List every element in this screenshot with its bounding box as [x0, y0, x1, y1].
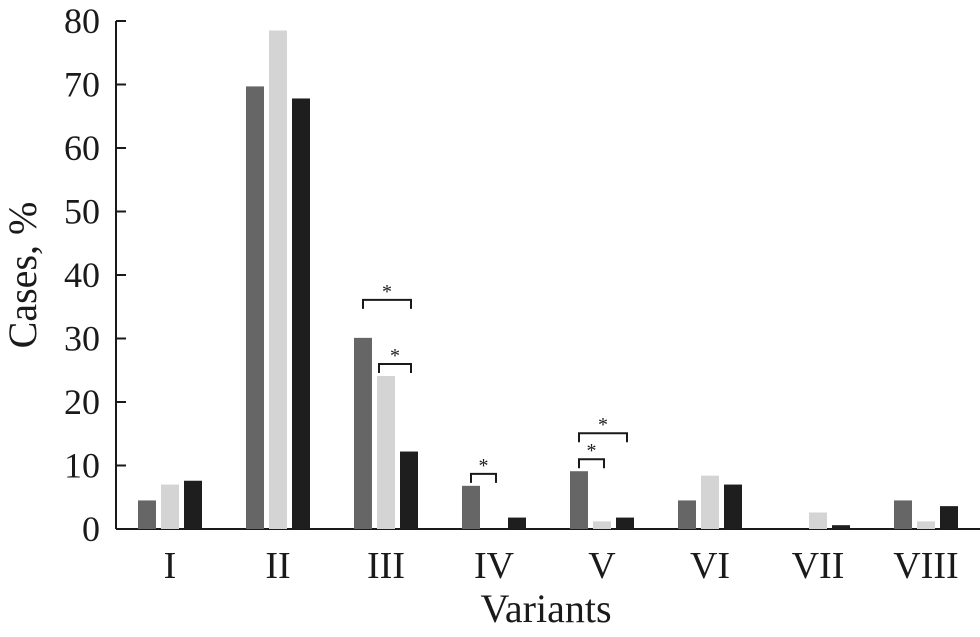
bracket-line [378, 362, 412, 373]
significance-brackets: ***** [362, 281, 628, 483]
bar [462, 485, 480, 529]
bar [917, 521, 935, 529]
bar [894, 500, 912, 529]
bar [940, 506, 958, 529]
bar [570, 471, 588, 529]
bar [724, 484, 742, 529]
significance-star: * [479, 455, 489, 477]
significance-star: * [390, 345, 400, 367]
y-tick-label: 40 [64, 255, 100, 295]
significance-bracket: * [578, 414, 628, 443]
bar [292, 98, 310, 529]
x-tick-label: V [588, 545, 616, 587]
bar [354, 337, 372, 529]
x-tick-label: III [367, 545, 405, 587]
bar [377, 375, 395, 529]
bar [701, 475, 719, 529]
bracket-line [578, 432, 628, 443]
bar [161, 484, 179, 529]
bar [593, 521, 611, 529]
x-tick-label: IV [474, 545, 515, 587]
y-axis-title: Cases, % [0, 202, 45, 349]
bar [400, 451, 418, 529]
y-tick-label: 30 [64, 319, 100, 359]
bar [269, 30, 287, 530]
bracket-line [578, 458, 605, 469]
bar [184, 480, 202, 529]
y-tick-label: 20 [64, 382, 100, 422]
bracket-line [470, 472, 497, 483]
y-tick-label: 10 [64, 446, 100, 486]
significance-star: * [587, 440, 597, 462]
bar [809, 512, 827, 529]
significance-star: * [598, 414, 608, 436]
y-axis: 0 10 20 30 40 50 60 70 80 [64, 1, 126, 549]
significance-star: * [382, 281, 392, 303]
significance-bracket: * [362, 281, 412, 309]
bar [616, 517, 634, 529]
y-tick-label: 0 [82, 509, 100, 549]
y-tick-label: 50 [64, 192, 100, 232]
significance-bracket: * [378, 345, 412, 373]
bars [138, 30, 958, 530]
x-tick-label: VI [690, 545, 730, 587]
x-axis-title: Variants [480, 586, 611, 631]
x-tick-label: I [164, 545, 177, 587]
bar [246, 86, 264, 529]
significance-bracket: * [470, 455, 497, 483]
x-tick-label: VII [792, 545, 845, 587]
x-tick-label: VIII [893, 545, 958, 587]
y-tick-label: 60 [64, 128, 100, 168]
bar [508, 517, 526, 529]
bar [832, 525, 850, 529]
bar [138, 500, 156, 529]
bar [678, 500, 696, 529]
x-axis: I II III IV V VI VII VIII [116, 528, 980, 587]
bracket-line [362, 298, 412, 309]
significance-bracket: * [578, 440, 605, 469]
y-tick-label: 70 [64, 65, 100, 105]
x-tick-label: II [265, 545, 290, 587]
y-tick-label: 80 [64, 1, 100, 41]
